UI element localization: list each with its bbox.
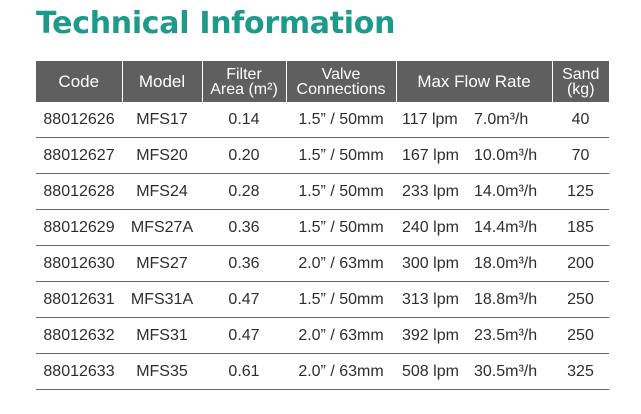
cell-flow-lpm: 508 lpm: [396, 353, 470, 390]
table-row: 88012628 MFS24 0.28 1.5” / 50mm 233 lpm 14.0m…: [36, 173, 609, 210]
cell-sand-kg: 250: [552, 281, 609, 318]
cell-flow-lpm: 167 lpm: [396, 137, 470, 174]
table-row: 88012626 MFS17 0.14 1.5” / 50mm 117 lpm 7.0m³…: [36, 102, 609, 138]
cell-valve-connection: 1.5” / 50mm: [286, 102, 396, 138]
cell-code: 88012627: [36, 137, 122, 174]
cell-code: 88012630: [36, 245, 122, 282]
cell-sand-kg: 40: [552, 102, 609, 138]
cell-code: 88012631: [36, 281, 122, 318]
cell-code: 88012629: [36, 209, 122, 246]
cell-flow-m3h: 18.0m³/h: [470, 245, 552, 282]
cell-filter-area: 0.61: [202, 353, 286, 390]
cell-model: MFS20: [122, 137, 202, 174]
cell-code: 88012633: [36, 353, 122, 390]
cell-flow-m3h: 14.0m³/h: [470, 173, 552, 210]
cell-filter-area: 0.20: [202, 137, 286, 174]
cell-sand-kg: 250: [552, 317, 609, 354]
cell-filter-area: 0.14: [202, 102, 286, 138]
header-filter-area-line2: Area (m²): [210, 80, 278, 98]
cell-sand-kg: 185: [552, 209, 609, 246]
header-filter-area: Filter Area (m²): [201, 61, 286, 102]
cell-valve-connection: 2.0” / 63mm: [286, 353, 396, 390]
header-model: Model: [121, 61, 202, 102]
cell-flow-lpm: 392 lpm: [396, 317, 470, 354]
header-valve-connections: Valve Connections: [285, 61, 396, 102]
header-sand-line1: Sand: [562, 65, 600, 83]
table-row: 88012633 MFS35 0.61 2.0” / 63mm 508 lpm 30.5m…: [36, 353, 609, 390]
cell-model: MFS17: [122, 102, 202, 138]
cell-flow-m3h: 30.5m³/h: [470, 353, 552, 390]
cell-sand-kg: 200: [552, 245, 609, 282]
cell-flow-lpm: 233 lpm: [396, 173, 470, 210]
cell-model: MFS31: [122, 317, 202, 354]
cell-code: 88012626: [36, 102, 122, 138]
cell-flow-m3h: 7.0m³/h: [470, 102, 552, 138]
cell-filter-area: 0.36: [202, 245, 286, 282]
cell-sand-kg: 125: [552, 173, 609, 210]
cell-sand-kg: 325: [552, 353, 609, 390]
table-row: 88012627 MFS20 0.20 1.5” / 50mm 167 lpm 10.0m…: [36, 137, 609, 174]
cell-code: 88012632: [36, 317, 122, 354]
cell-filter-area: 0.28: [202, 173, 286, 210]
header-sand: Sand (kg): [551, 61, 609, 102]
header-code: Code: [36, 61, 122, 102]
cell-valve-connection: 1.5” / 50mm: [286, 173, 396, 210]
table-row: 88012631 MFS31A 0.47 1.5” / 50mm 313 lpm 18.8…: [36, 281, 609, 318]
table-row: 88012632 MFS31 0.47 2.0” / 63mm 392 lpm 23.5m…: [36, 317, 609, 354]
cell-flow-m3h: 10.0m³/h: [470, 137, 552, 174]
cell-flow-lpm: 313 lpm: [396, 281, 470, 318]
table-header-row: Code Model Filter Area (m²) Valve Connec…: [36, 61, 609, 102]
cell-valve-connection: 2.0” / 63mm: [286, 317, 396, 354]
cell-valve-connection: 1.5” / 50mm: [286, 281, 396, 318]
cell-model: MFS31A: [122, 281, 202, 318]
cell-flow-lpm: 240 lpm: [396, 209, 470, 246]
cell-code: 88012628: [36, 173, 122, 210]
cell-valve-connection: 2.0” / 63mm: [286, 245, 396, 282]
cell-valve-connection: 1.5” / 50mm: [286, 137, 396, 174]
technical-spec-table: Code Model Filter Area (m²) Valve Connec…: [36, 61, 609, 390]
page-title: Technical Information: [36, 6, 396, 41]
cell-sand-kg: 70: [552, 137, 609, 174]
cell-filter-area: 0.36: [202, 209, 286, 246]
cell-valve-connection: 1.5” / 50mm: [286, 209, 396, 246]
header-sand-line2: (kg): [566, 80, 595, 98]
header-filter-area-line1: Filter: [226, 65, 262, 83]
cell-model: MFS27A: [122, 209, 202, 246]
table-row: 88012630 MFS27 0.36 2.0” / 63mm 300 lpm 18.0m…: [36, 245, 609, 282]
cell-model: MFS27: [122, 245, 202, 282]
cell-model: MFS35: [122, 353, 202, 390]
cell-flow-m3h: 14.4m³/h: [470, 209, 552, 246]
table-row: 88012629 MFS27A 0.36 1.5” / 50mm 240 lpm 14.4…: [36, 209, 609, 246]
header-valve-line2: Connections: [296, 80, 386, 98]
cell-flow-lpm: 300 lpm: [396, 245, 470, 282]
cell-flow-m3h: 18.8m³/h: [470, 281, 552, 318]
cell-flow-m3h: 23.5m³/h: [470, 317, 552, 354]
header-max-flow-rate: Max Flow Rate: [395, 61, 552, 102]
header-valve-line1: Valve: [321, 65, 361, 83]
cell-flow-lpm: 117 lpm: [396, 102, 470, 138]
cell-model: MFS24: [122, 173, 202, 210]
cell-filter-area: 0.47: [202, 317, 286, 354]
cell-filter-area: 0.47: [202, 281, 286, 318]
